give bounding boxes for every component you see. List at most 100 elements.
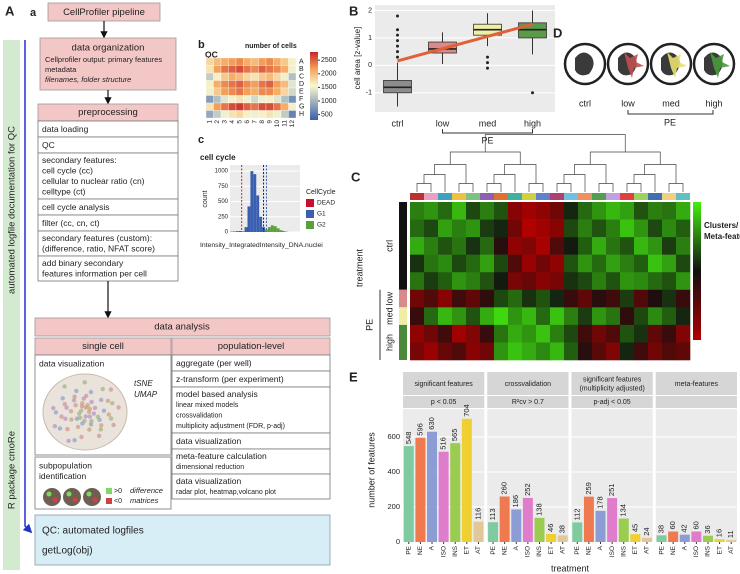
heatmap-cell — [634, 307, 649, 326]
heatmap-cell — [564, 324, 579, 343]
label: significant features — [414, 381, 473, 388]
histogram-bar — [265, 229, 268, 232]
label: Meta-features — [704, 232, 740, 241]
heatmap-cell — [592, 272, 607, 291]
heatmap-cell — [480, 324, 495, 343]
heatmap-cell — [250, 72, 259, 81]
outlier — [396, 50, 399, 54]
label: cell cycle analysis — [42, 202, 110, 212]
label: meta-feature calculation — [176, 451, 267, 461]
heatmap-cell — [592, 342, 607, 361]
outlier — [396, 33, 399, 37]
dendrogram — [486, 183, 502, 192]
label: <0 — [114, 498, 122, 505]
cluster-strip — [620, 193, 634, 200]
label: crossvalidation — [176, 412, 222, 419]
label: p-adj < 0.05 — [594, 399, 631, 406]
label: 1 — [368, 35, 372, 42]
label: filter (cc, cn, ct) — [42, 218, 100, 228]
heatmap-cell — [243, 72, 252, 81]
x-tick-label: INS — [705, 545, 712, 557]
heatmap-cell — [662, 324, 677, 343]
tsne-dot — [98, 397, 104, 403]
heatmap-cell — [578, 289, 593, 308]
label: data analysis — [154, 322, 210, 333]
outlier — [396, 55, 399, 59]
heatmap-cell — [220, 87, 229, 96]
cell-overlay — [667, 52, 687, 78]
histogram-bar — [244, 227, 248, 232]
label: meta-features — [675, 381, 719, 388]
label: 2500 — [321, 57, 337, 64]
heatmap-cell — [280, 65, 289, 74]
heatmap-cell — [280, 110, 289, 119]
dendrogram — [556, 183, 572, 192]
label: A — [299, 59, 304, 66]
label: number of features — [366, 432, 376, 508]
heatmap-cell — [494, 202, 509, 220]
heatmap-cell — [578, 219, 593, 238]
heatmap-cell — [648, 254, 663, 273]
heatmap-cell — [676, 219, 691, 238]
heatmap-cell — [676, 202, 691, 220]
label: 0 — [396, 537, 400, 546]
heatmap-cell — [258, 65, 267, 74]
cell-dot — [72, 497, 78, 503]
label: DEAD — [317, 200, 335, 207]
dendrogram — [589, 151, 661, 165]
label: med — [384, 307, 394, 325]
heatmap-cell — [606, 289, 621, 308]
x-tick-label: ISO — [525, 546, 532, 557]
label: PE — [481, 135, 493, 145]
tsne-dot — [77, 415, 83, 420]
heatmap-cell — [648, 237, 663, 255]
facet-strip — [403, 396, 485, 408]
heatmap-cell — [620, 307, 635, 326]
heatmap-cell — [634, 202, 649, 220]
x-tick-label: A — [513, 545, 520, 550]
x-tick-label: AT — [559, 546, 566, 554]
tsne-dot — [72, 437, 77, 443]
label: PE — [664, 117, 676, 127]
label: matrices — [130, 496, 159, 505]
x-tick-label: ET — [548, 546, 555, 554]
tsne-dot — [77, 411, 82, 416]
heatmap-cell — [258, 87, 267, 96]
cell-shape — [575, 52, 594, 76]
x-tick-label: ET — [464, 546, 471, 554]
label: difference — [130, 486, 163, 495]
heatmap-cell — [676, 254, 691, 273]
heatmap-cell — [536, 289, 551, 308]
heatmap-cell — [606, 237, 621, 255]
heatmap-cell — [424, 307, 439, 326]
tsne-dot — [75, 424, 81, 430]
heatmap-cell — [466, 202, 481, 220]
bar — [488, 522, 499, 542]
bar — [522, 497, 533, 542]
heatmap-cell — [592, 254, 607, 273]
label: 10 — [274, 120, 281, 128]
label: treatment — [354, 248, 364, 287]
heatmap-cell — [522, 324, 537, 343]
tsne-dot — [106, 412, 112, 417]
heatmap-cell — [438, 202, 453, 220]
heatmap-cell — [235, 110, 244, 119]
facet-strip — [487, 372, 569, 395]
heatmap-cell — [620, 324, 635, 343]
heatmap-cell — [578, 324, 593, 343]
heatmap-cell — [250, 95, 259, 104]
label: 2 — [214, 120, 221, 124]
value-label: 630 — [427, 417, 436, 430]
cell-dot — [46, 491, 52, 497]
heatmap-cell — [662, 202, 677, 220]
heatmap-cell — [288, 72, 297, 81]
histogram-bar — [273, 226, 277, 232]
heatmap-cell — [228, 87, 237, 96]
cluster-strip — [424, 193, 438, 200]
label: linear mixed models — [176, 402, 239, 409]
label: 5 — [236, 120, 243, 124]
heatmap-cell — [662, 289, 677, 308]
histogram-bar — [247, 206, 251, 232]
tsne-dot — [79, 404, 85, 409]
